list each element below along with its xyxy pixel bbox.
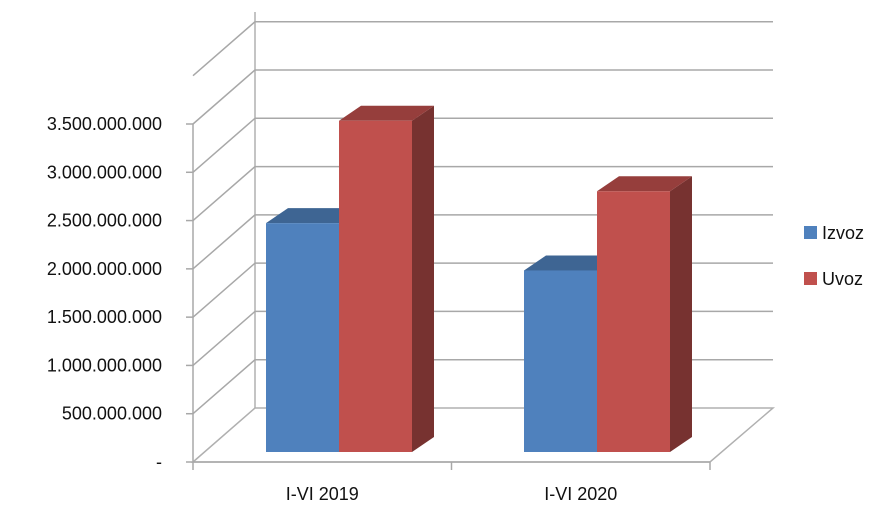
legend-label: Izvoz bbox=[822, 223, 864, 243]
gridline-side-2 bbox=[192, 310, 256, 366]
bar-front-face bbox=[597, 191, 670, 452]
gridline-side-1 bbox=[192, 359, 256, 415]
bar-side-face bbox=[670, 176, 692, 452]
bar-top-face bbox=[524, 255, 619, 271]
gridline-side-6 bbox=[192, 117, 256, 173]
legend-item-izvoz[interactable]: Izvoz bbox=[804, 223, 864, 243]
bar-uvoz-2[interactable] bbox=[597, 176, 692, 452]
gridline-side-4 bbox=[192, 214, 256, 270]
y-axis-tick-labels: - 500.000.000 1.000.000.000 1.500.000.000 2.… bbox=[47, 114, 193, 472]
bar-top-face bbox=[597, 176, 692, 192]
y-tick-label: 1.000.000.000 bbox=[47, 355, 162, 375]
legend-swatch bbox=[804, 226, 817, 239]
bar-top-face bbox=[339, 105, 434, 121]
bar-top-face bbox=[266, 208, 361, 224]
y-tick-label: 3.500.000.000 bbox=[47, 114, 162, 134]
legend-swatch bbox=[804, 272, 817, 285]
bars bbox=[266, 105, 692, 452]
legend-label: Uvoz bbox=[822, 269, 863, 289]
gridline-side-8 bbox=[192, 21, 256, 77]
x-axis: I-VI 2019 I-VI 2020 bbox=[192, 124, 711, 504]
legend-item-uvoz[interactable]: Uvoz bbox=[804, 269, 863, 289]
gridline-side-7 bbox=[192, 69, 256, 125]
x-category-label: I-VI 2020 bbox=[544, 484, 617, 504]
gridline-side-5 bbox=[192, 166, 256, 222]
y-tick-label: 3.000.000.000 bbox=[47, 162, 162, 182]
bar-side-face bbox=[412, 105, 434, 452]
y-tick-label: - bbox=[156, 452, 162, 472]
y-tick-label: 2.000.000.000 bbox=[47, 259, 162, 279]
x-category-label: I-VI 2019 bbox=[286, 484, 359, 504]
bar-front-face bbox=[339, 120, 412, 452]
y-tick-label: 1.500.000.000 bbox=[47, 307, 162, 327]
y-tick-label: 2.500.000.000 bbox=[47, 211, 162, 231]
bar-front-face bbox=[266, 223, 339, 452]
bar-uvoz-1[interactable] bbox=[339, 105, 434, 452]
y-tick-label: 500.000.000 bbox=[62, 404, 162, 424]
bar-front-face bbox=[524, 270, 597, 452]
legend: Izvoz Uvoz bbox=[804, 223, 864, 289]
gridline-side-3 bbox=[192, 262, 256, 318]
